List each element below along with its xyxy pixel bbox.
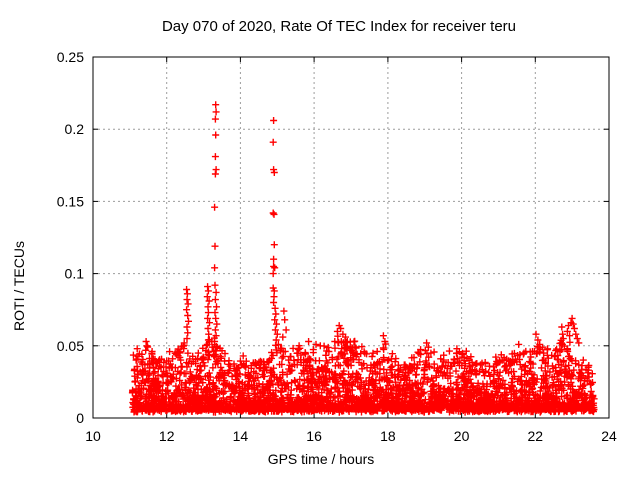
x-tick-label: 10 — [85, 428, 101, 444]
plot-border — [92, 56, 610, 419]
scatter-points-series — [128, 101, 598, 416]
chart-title: Day 070 of 2020, Rate Of TEC Index for r… — [162, 18, 516, 35]
y-tick-label: 0.2 — [65, 121, 85, 137]
x-tick-label: 24 — [601, 428, 617, 444]
x-tick-label: 18 — [380, 428, 396, 444]
y-tick-label: 0.05 — [57, 338, 84, 354]
y-tick-label: 0.1 — [65, 266, 85, 282]
x-axis-label: GPS time / hours — [268, 451, 375, 467]
y-tick-label: 0 — [76, 410, 84, 426]
x-tick-label: 16 — [306, 428, 322, 444]
x-tick-label: 22 — [528, 428, 544, 444]
gridlines — [93, 57, 609, 418]
tick-labels: 10 12 14 16 18 20 22 24 0 0.05 0.1 0.15 0.2 0.25 — [57, 49, 617, 444]
y-tick-label: 0.15 — [57, 193, 84, 209]
x-tick-label: 12 — [159, 428, 175, 444]
y-tick-label: 0.25 — [57, 49, 84, 65]
y-axis-label: ROTI / TECUs — [11, 241, 27, 331]
x-tick-label: 20 — [454, 428, 470, 444]
x-tick-label: 14 — [233, 428, 249, 444]
